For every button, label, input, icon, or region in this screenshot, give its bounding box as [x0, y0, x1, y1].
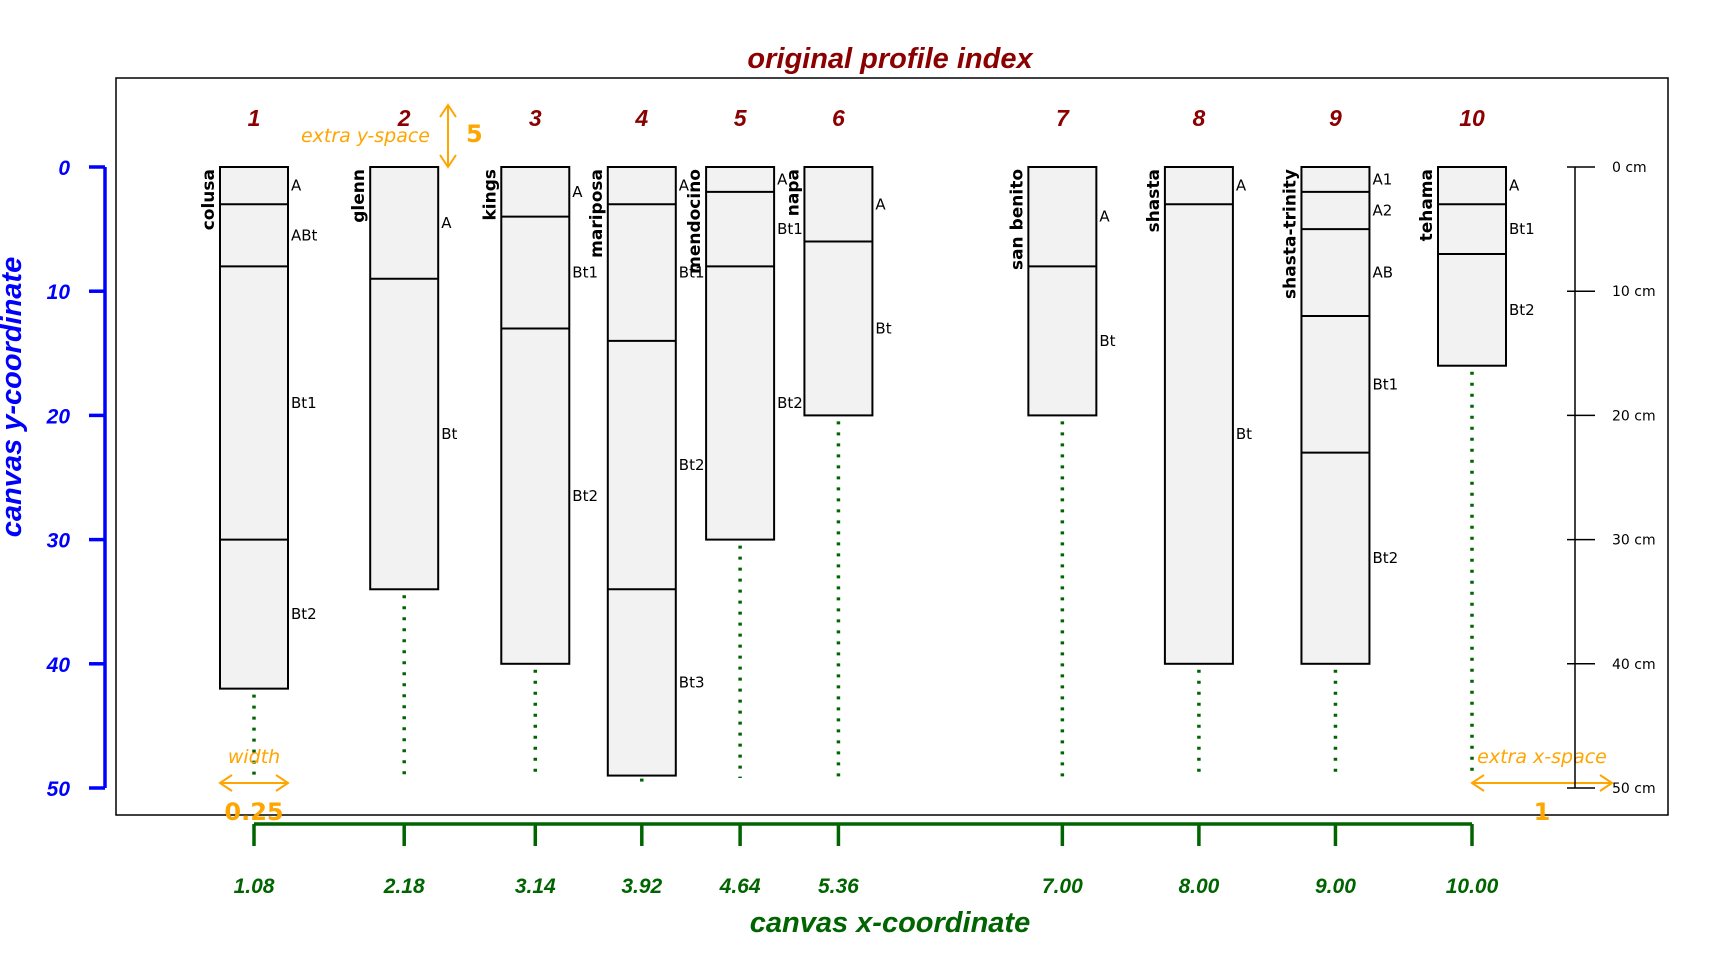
- horizon-label: Bt2: [572, 487, 598, 505]
- horizon-label: A: [441, 214, 452, 232]
- horizon-label: Bt1: [679, 264, 705, 282]
- y-axis-label: canvas y-coordinate: [0, 257, 28, 537]
- horizon-label: Bt1: [1372, 375, 1398, 393]
- plot-frame: [115, 77, 1669, 816]
- profile-index: 5: [734, 105, 748, 131]
- profile-index: 7: [1056, 105, 1070, 131]
- profile-index: 9: [1329, 105, 1342, 131]
- profile-name: napa: [783, 169, 803, 216]
- extra-y-space-arrowhead-top: [439, 103, 457, 118]
- horizon-label: A: [777, 170, 788, 188]
- y-tick-label: 20: [46, 405, 71, 428]
- y-tick-label: 40: [46, 654, 71, 677]
- depth-tick-label: 30 cm: [1612, 533, 1656, 549]
- extra-x-space-label: extra x-space: [1477, 746, 1607, 768]
- horizon-label: A: [1509, 177, 1520, 195]
- horizon-label: A: [875, 195, 886, 213]
- profile-box: [219, 166, 289, 690]
- profile-index: 6: [832, 105, 845, 131]
- x-tick-label: 2.18: [383, 875, 425, 898]
- profile-box: [1027, 166, 1098, 417]
- profile-index: 1: [248, 105, 261, 131]
- width-value: 0.25: [224, 798, 283, 826]
- extra-x-space-arrowhead-left: [1470, 774, 1485, 792]
- y-tick-label: 0: [58, 157, 70, 180]
- profile-name: mendocino: [685, 169, 705, 274]
- profile-index: 2: [397, 105, 411, 131]
- horizon-label: Bt: [875, 319, 891, 337]
- x-tick-label: 1.08: [234, 875, 275, 898]
- profile-box: [1437, 166, 1507, 367]
- y-tick-label: 30: [47, 530, 71, 553]
- horizon-label: A1: [1372, 170, 1392, 188]
- profile-name: kings: [480, 169, 500, 221]
- profile-name: shasta-trinity: [1280, 169, 1300, 299]
- profile-index: 10: [1459, 105, 1485, 131]
- profile-box: [1300, 166, 1371, 665]
- y-tick-label: 50: [47, 778, 71, 801]
- x-axis-label: canvas x-coordinate: [750, 907, 1030, 939]
- x-tick-label: 8.00: [1178, 875, 1219, 898]
- horizon-label: Bt1: [1509, 220, 1535, 238]
- x-tick-label: 5.36: [818, 875, 859, 898]
- x-tick-label: 3.92: [621, 875, 662, 898]
- horizon-label: Bt3: [679, 673, 705, 691]
- profile-name: shasta: [1144, 169, 1164, 232]
- profile-box: [369, 166, 440, 591]
- horizon-label: Bt1: [777, 220, 803, 238]
- width-label: width: [228, 746, 280, 768]
- profile-name: tehama: [1417, 169, 1437, 241]
- extra-y-space-value: 5: [466, 120, 483, 148]
- horizon-label: Bt2: [1509, 301, 1535, 319]
- extra-y-space-label: extra y-space: [301, 125, 430, 147]
- depth-tick-label: 20 cm: [1612, 408, 1656, 424]
- horizon-label: A: [291, 177, 302, 195]
- horizon-label: Bt: [1099, 332, 1115, 350]
- horizon-label: A2: [1372, 201, 1392, 219]
- depth-tick-label: 10 cm: [1612, 284, 1656, 300]
- horizon-label: Bt2: [679, 456, 705, 474]
- profile-name: glenn: [349, 169, 369, 223]
- x-tick-label: 7.00: [1042, 875, 1083, 898]
- profile-box: [1163, 166, 1234, 665]
- x-tick-label: 4.64: [719, 875, 761, 898]
- extra-x-space-arrowhead-right: [1599, 774, 1614, 792]
- profile-box: [705, 166, 776, 541]
- width-arrowhead-left: [218, 774, 233, 792]
- chart-title: original profile index: [747, 43, 1034, 75]
- horizon-label: Bt: [1236, 425, 1252, 443]
- x-tick-label: 3.14: [515, 875, 556, 898]
- horizon-label: A: [572, 183, 583, 201]
- extra-y-space-arrowhead-bottom: [439, 154, 457, 169]
- horizon-label: Bt2: [777, 394, 803, 412]
- horizon-label: ABt: [291, 226, 318, 244]
- profile-index: 3: [529, 105, 542, 131]
- horizon-label: Bt2: [291, 605, 317, 623]
- y-tick-label: 10: [47, 281, 71, 304]
- profile-name: colusa: [199, 169, 219, 230]
- profile-box: [606, 166, 677, 777]
- profile-name: san benito: [1007, 169, 1027, 270]
- horizon-label: Bt: [441, 425, 457, 443]
- profile-box: [500, 166, 571, 665]
- x-tick-label: 9.00: [1315, 875, 1356, 898]
- horizon-label: Bt1: [572, 264, 598, 282]
- profile-index: 4: [634, 105, 648, 131]
- profile-box: [803, 166, 874, 417]
- profile-name: mariposa: [587, 169, 607, 258]
- depth-tick-label: 40 cm: [1612, 657, 1656, 673]
- horizon-label: A: [1236, 177, 1247, 195]
- horizon-label: A: [1099, 208, 1110, 226]
- depth-tick-label: 50 cm: [1612, 781, 1656, 797]
- x-tick-label: 10.00: [1446, 875, 1499, 898]
- depth-tick-label: 0 cm: [1612, 160, 1647, 176]
- horizon-label: Bt1: [291, 394, 317, 412]
- horizon-label: A: [679, 177, 690, 195]
- horizon-label: AB: [1372, 264, 1393, 282]
- width-arrowhead-right: [275, 774, 290, 792]
- profile-index: 8: [1193, 105, 1206, 131]
- horizon-label: Bt2: [1372, 549, 1398, 567]
- extra-x-space-value: 1: [1534, 798, 1551, 826]
